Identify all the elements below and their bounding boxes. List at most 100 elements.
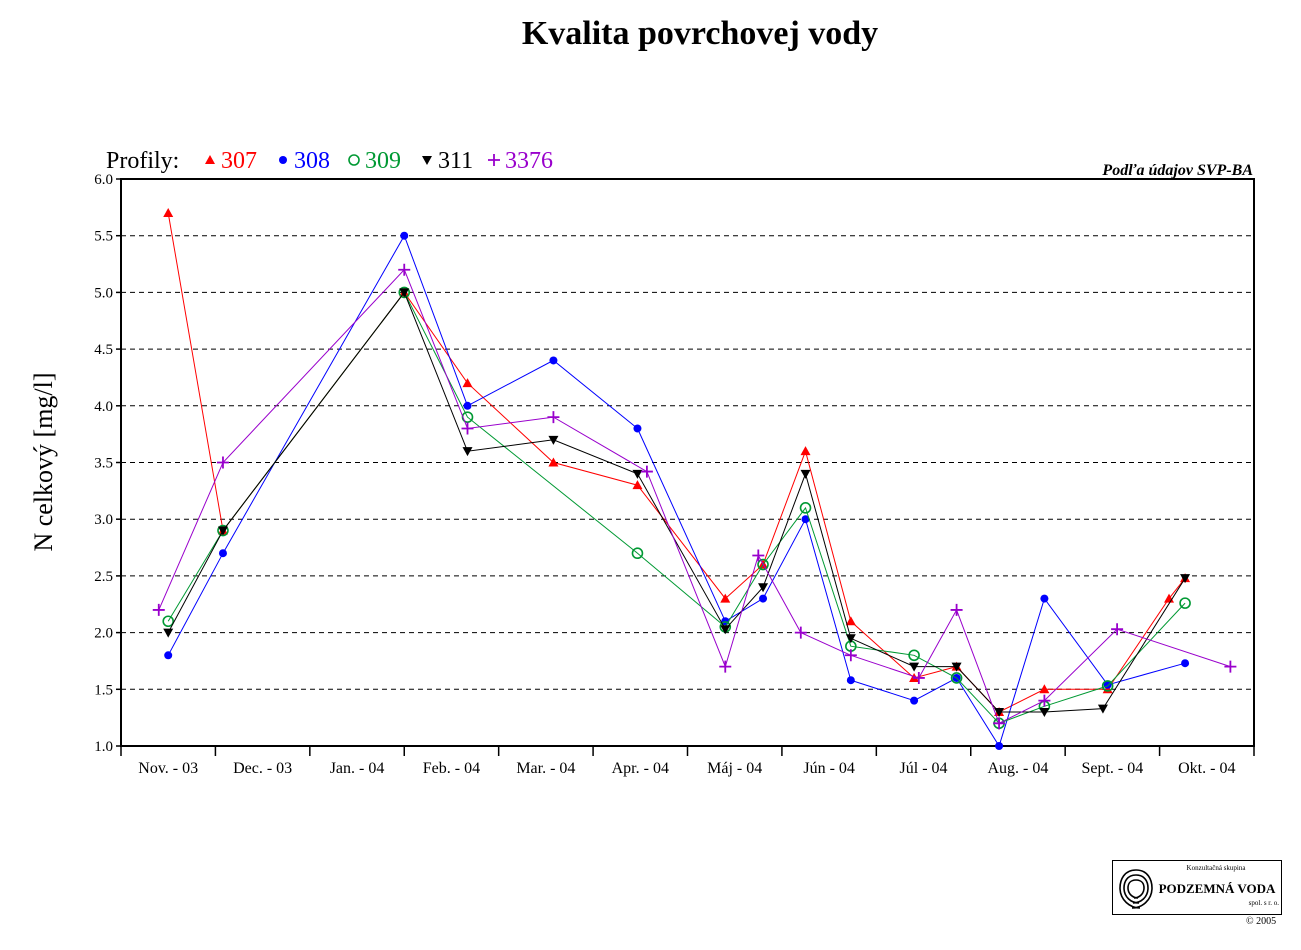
y-tick-label: 5.5 [94, 229, 113, 245]
series-line [167, 291, 1186, 724]
x-tick-label: Feb. - 04 [423, 760, 480, 777]
data-point [632, 480, 643, 490]
data-point [759, 594, 768, 603]
y-axis-ticks: 1.0 1.5 2.0 2.5 3.0 3.5 4.0 4.5 5.0 5.5 6.0 [94, 172, 121, 755]
data-point [1040, 594, 1049, 603]
company-logo: Konzultačná skupina PODZEMNÁ VODA spol. … [1112, 860, 1282, 915]
data-point [548, 457, 559, 467]
data-point [757, 558, 769, 571]
data-point [950, 672, 963, 684]
data-point [800, 469, 811, 479]
data-point [951, 662, 962, 672]
data-point [1111, 623, 1124, 636]
data-point [994, 707, 1005, 717]
data-point [799, 502, 812, 514]
data-point [845, 616, 856, 626]
data-point [845, 634, 856, 644]
legend-label: 3376 [505, 148, 553, 174]
x-tick-label: Mar. - 04 [516, 760, 575, 777]
data-point [548, 435, 559, 445]
y-tick-label: 2.0 [94, 626, 113, 642]
data-point [462, 378, 473, 388]
data-point [640, 465, 653, 478]
data-point [794, 626, 807, 639]
legend-label: 309 [365, 148, 401, 174]
legend: Profily: 307 308 309 311 3376 [106, 148, 553, 174]
data-point [631, 547, 644, 560]
grid-lines [121, 235, 1254, 690]
source-note: Podľa údajov SVP-BA [1101, 162, 1253, 179]
data-point [463, 401, 472, 410]
x-axis-ticks: Nov. - 03 Dec. - 03 Jan. - 04 Feb. - 04 Mar.… [120, 746, 1255, 777]
y-tick-label: 6.0 [94, 172, 113, 188]
data-point [1101, 680, 1114, 692]
data-point [399, 288, 410, 298]
data-point [164, 651, 173, 660]
x-tick-label: Apr. - 04 [612, 760, 669, 777]
data-point [1224, 660, 1237, 673]
legend-marker [422, 156, 432, 165]
y-tick-label: 1.0 [94, 739, 113, 755]
data-point [633, 424, 642, 433]
legend-label: 307 [221, 148, 257, 174]
series-308 [164, 231, 1190, 750]
data-point [1179, 597, 1191, 609]
logo-swirl-icon [1119, 869, 1153, 909]
y-tick-label: 2.5 [94, 569, 113, 585]
data-point [910, 696, 919, 705]
data-point [398, 263, 411, 276]
data-point [720, 625, 731, 635]
x-tick-label: Sept. - 04 [1081, 760, 1143, 777]
x-tick-label: Dec. - 03 [233, 760, 292, 777]
chart-title: Kvalita povrchovej vody [522, 15, 878, 52]
logo-sub-text: spol. s r. o. [1248, 899, 1279, 907]
data-point [462, 447, 473, 457]
y-tick-label: 1.5 [94, 682, 113, 698]
y-axis-label: N celkový [mg/l] [29, 372, 58, 551]
series-line [158, 268, 1231, 724]
data-point [162, 615, 175, 628]
y-tick-label: 3.0 [94, 512, 113, 528]
legend-marker [348, 154, 360, 166]
data-point [801, 515, 810, 524]
data-point [163, 628, 174, 638]
legend-marker [488, 154, 500, 166]
x-tick-label: Jan. - 04 [330, 760, 385, 777]
legend-marker [279, 156, 287, 164]
data-point [720, 593, 731, 603]
data-point [549, 356, 558, 365]
data-point [547, 411, 560, 424]
data-point [912, 671, 925, 684]
x-tick-label: Máj - 04 [707, 760, 762, 777]
logo-main-text: PODZEMNÁ VODA [1158, 881, 1276, 896]
x-tick-label: Jún - 04 [803, 760, 855, 777]
data-point [844, 649, 857, 662]
data-point [152, 603, 165, 616]
data-point [1039, 707, 1050, 717]
data-point [218, 549, 227, 558]
x-tick-label: Aug. - 04 [988, 760, 1049, 777]
series-layer [152, 208, 1237, 750]
y-tick-label: 3.5 [94, 456, 113, 472]
data-point [950, 603, 963, 616]
data-point [719, 660, 732, 673]
legend-prefix: Profily: [106, 148, 179, 174]
y-tick-label: 5.0 [94, 285, 113, 301]
data-point [632, 469, 643, 479]
plot-frame [120, 178, 1255, 747]
data-point [758, 583, 769, 593]
series-line [167, 291, 1186, 713]
data-point [752, 549, 765, 562]
data-point [1039, 684, 1050, 694]
data-point [217, 526, 228, 536]
data-point [1097, 704, 1108, 714]
legend-items: 307 308 309 311 3376 [205, 148, 553, 174]
data-point [908, 649, 920, 662]
data-point [1038, 694, 1051, 707]
data-point [216, 456, 229, 469]
legend-label: 308 [294, 148, 330, 174]
series-311 [163, 288, 1191, 717]
y-tick-label: 4.0 [94, 399, 113, 415]
x-tick-label: Júl - 04 [900, 760, 948, 777]
copyright-text: © 2005 [1246, 916, 1277, 927]
